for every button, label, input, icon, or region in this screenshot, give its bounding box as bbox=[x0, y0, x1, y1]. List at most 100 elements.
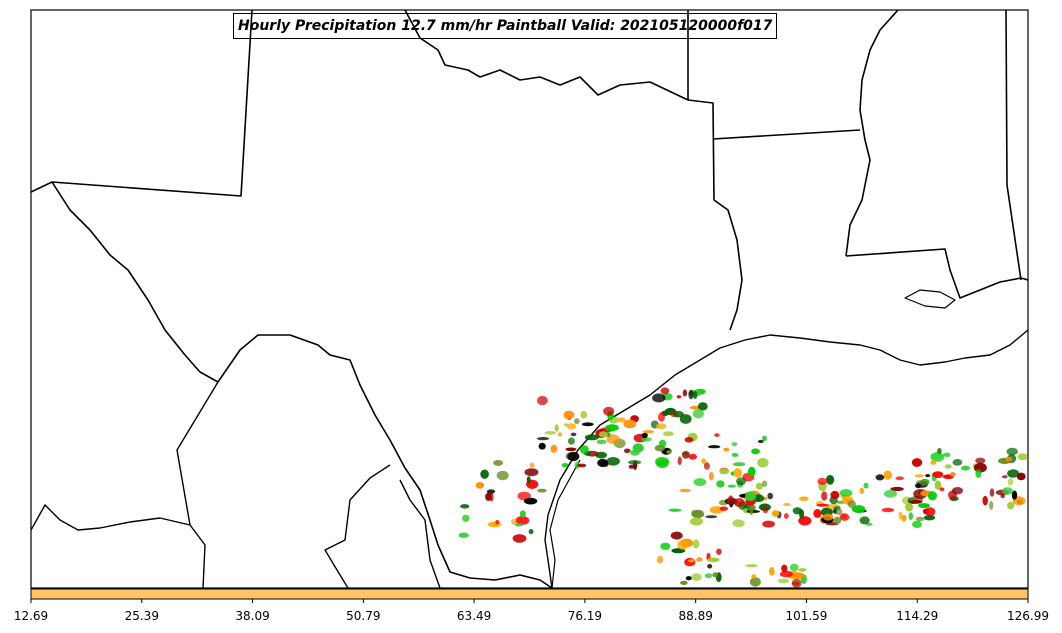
precip-blob bbox=[736, 477, 747, 486]
precip-blob bbox=[655, 423, 667, 430]
precip-blob bbox=[605, 424, 619, 432]
mexico-state-border-1 bbox=[176, 381, 219, 588]
precip-blob bbox=[550, 444, 558, 453]
precip-blob bbox=[914, 474, 925, 478]
precip-blob bbox=[835, 508, 843, 516]
precip-blob bbox=[677, 540, 689, 550]
precip-blob bbox=[495, 520, 500, 525]
precip-blob bbox=[554, 424, 559, 432]
precip-blob bbox=[581, 422, 594, 427]
precip-blob bbox=[925, 474, 931, 478]
precip-blob bbox=[881, 507, 895, 513]
precip-blob bbox=[528, 528, 534, 535]
precip-blob bbox=[475, 482, 485, 489]
precip-blob bbox=[496, 470, 509, 481]
precip-blob bbox=[580, 410, 588, 419]
precip-blob bbox=[733, 468, 742, 478]
precip-blob bbox=[682, 451, 690, 459]
precip-blob bbox=[731, 442, 738, 447]
colorbar-tick-label: 88.89 bbox=[678, 609, 712, 623]
precip-blob bbox=[705, 515, 718, 519]
mexico-state-border-3 bbox=[324, 464, 391, 588]
precip-blob bbox=[883, 489, 897, 498]
precip-blob bbox=[734, 498, 745, 507]
precip-blob bbox=[952, 459, 963, 466]
precip-blob bbox=[696, 557, 703, 562]
precip-blob bbox=[628, 464, 635, 469]
precip-blob bbox=[745, 491, 757, 502]
state-border-mississippi-river bbox=[845, 10, 899, 257]
precip-blob bbox=[915, 483, 922, 489]
precip-blob bbox=[567, 451, 580, 462]
border-texas-west bbox=[51, 181, 219, 383]
precip-blob bbox=[630, 449, 640, 456]
precip-blob bbox=[781, 564, 788, 573]
colorbar-tick-label: 12.69 bbox=[14, 609, 48, 623]
precip-blob bbox=[923, 515, 936, 521]
precip-blob bbox=[623, 448, 631, 454]
precip-blob bbox=[905, 502, 913, 512]
precip-blob bbox=[1002, 475, 1008, 479]
precip-blob bbox=[762, 520, 775, 528]
precip-blob bbox=[688, 559, 695, 563]
precip-blob bbox=[708, 471, 714, 481]
precip-blob bbox=[561, 463, 569, 468]
precip-blob bbox=[975, 469, 982, 478]
precip-blob bbox=[851, 505, 866, 514]
precip-blob bbox=[792, 507, 802, 515]
precip-blob bbox=[937, 448, 942, 454]
precip-blob bbox=[701, 458, 706, 464]
precip-blob bbox=[895, 476, 904, 481]
precip-blob bbox=[727, 484, 736, 488]
precip-blob bbox=[950, 472, 956, 477]
precip-blob bbox=[908, 512, 914, 520]
precip-blob bbox=[519, 510, 526, 518]
precip-blob bbox=[859, 487, 864, 494]
precip-blob bbox=[901, 514, 907, 522]
precip-blob bbox=[751, 448, 760, 455]
precip-blob bbox=[719, 468, 730, 475]
precip-blob bbox=[769, 566, 775, 576]
precip-blob bbox=[628, 460, 642, 465]
precip-blob bbox=[727, 495, 734, 505]
precip-blob bbox=[658, 412, 665, 422]
precip-blob bbox=[598, 431, 608, 438]
precip-blob bbox=[462, 514, 470, 522]
precip-blob bbox=[982, 495, 988, 506]
precip-blob bbox=[757, 439, 764, 444]
precip-blob bbox=[660, 387, 670, 395]
precip-blob bbox=[943, 452, 951, 457]
precip-blob bbox=[732, 462, 746, 467]
precip-blob bbox=[1007, 501, 1015, 510]
precip-blob bbox=[1006, 447, 1018, 456]
precip-blob bbox=[570, 432, 577, 437]
precip-blob bbox=[1007, 469, 1020, 478]
precip-blob bbox=[799, 496, 809, 502]
precip-blob bbox=[707, 557, 720, 563]
precip-blob bbox=[480, 469, 489, 479]
precip-blob bbox=[783, 513, 789, 519]
precip-blob bbox=[584, 434, 599, 441]
precip-blob bbox=[830, 490, 840, 500]
precip-blob bbox=[514, 523, 524, 527]
precip-blob bbox=[821, 491, 828, 501]
precip-blob bbox=[961, 465, 970, 471]
colorbar-tick-label: 114.29 bbox=[896, 609, 938, 623]
precip-blob bbox=[606, 434, 620, 445]
precip-blob bbox=[863, 482, 869, 489]
precip-blob bbox=[757, 457, 769, 468]
precip-blob bbox=[703, 462, 710, 470]
precip-blob bbox=[833, 516, 842, 525]
precip-blob bbox=[755, 482, 764, 490]
precip-blob bbox=[1007, 478, 1014, 486]
precip-blob bbox=[712, 572, 719, 578]
precip-blob bbox=[679, 414, 692, 424]
precip-blob bbox=[658, 439, 667, 448]
precip-blob bbox=[688, 453, 697, 460]
precip-blob bbox=[751, 574, 757, 579]
precip-blob bbox=[890, 486, 904, 492]
precip-blob bbox=[822, 513, 834, 521]
mexico-state-border-2 bbox=[31, 504, 191, 531]
precip-blob bbox=[826, 475, 835, 485]
precip-blob bbox=[577, 463, 587, 468]
